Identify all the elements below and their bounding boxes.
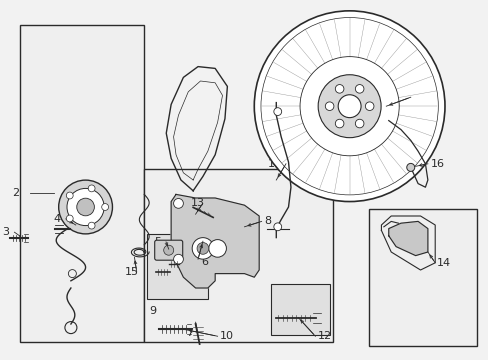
Circle shape xyxy=(77,198,94,216)
Circle shape xyxy=(88,222,95,229)
Circle shape xyxy=(66,192,73,199)
Circle shape xyxy=(163,245,173,255)
Circle shape xyxy=(406,163,414,171)
Bar xyxy=(146,234,207,299)
Text: 6: 6 xyxy=(201,257,207,267)
Polygon shape xyxy=(171,194,259,288)
Circle shape xyxy=(88,185,95,192)
Circle shape xyxy=(335,85,343,93)
Circle shape xyxy=(355,119,363,128)
Bar xyxy=(368,209,476,346)
Text: 1: 1 xyxy=(413,92,420,102)
Circle shape xyxy=(273,223,281,231)
Text: 5: 5 xyxy=(154,237,161,247)
Circle shape xyxy=(365,102,373,111)
Bar xyxy=(271,284,329,335)
Text: 4: 4 xyxy=(54,214,61,224)
Text: 12: 12 xyxy=(317,331,331,341)
Bar xyxy=(144,169,332,342)
Text: 8: 8 xyxy=(264,216,271,226)
Circle shape xyxy=(173,254,183,264)
Circle shape xyxy=(355,85,363,93)
Circle shape xyxy=(192,238,213,259)
Circle shape xyxy=(318,75,380,138)
Text: 9: 9 xyxy=(149,306,157,316)
Text: 11: 11 xyxy=(267,159,282,169)
FancyBboxPatch shape xyxy=(154,240,183,260)
Text: 16: 16 xyxy=(430,159,444,169)
Polygon shape xyxy=(388,221,427,256)
Circle shape xyxy=(59,180,112,234)
Text: 3: 3 xyxy=(2,227,9,237)
Circle shape xyxy=(102,203,108,211)
Text: 15: 15 xyxy=(124,267,139,277)
Circle shape xyxy=(338,95,360,118)
Text: 14: 14 xyxy=(436,258,450,268)
Bar xyxy=(20,25,144,342)
Text: 2: 2 xyxy=(12,188,20,198)
Circle shape xyxy=(197,243,208,254)
Circle shape xyxy=(273,108,281,116)
Circle shape xyxy=(254,11,444,202)
Circle shape xyxy=(335,119,343,128)
Circle shape xyxy=(67,188,104,226)
Text: 13: 13 xyxy=(190,198,204,208)
Text: 7: 7 xyxy=(185,328,193,338)
Circle shape xyxy=(325,102,333,111)
Circle shape xyxy=(208,240,226,257)
Circle shape xyxy=(173,198,183,208)
Circle shape xyxy=(66,215,73,222)
Text: 10: 10 xyxy=(219,331,233,341)
